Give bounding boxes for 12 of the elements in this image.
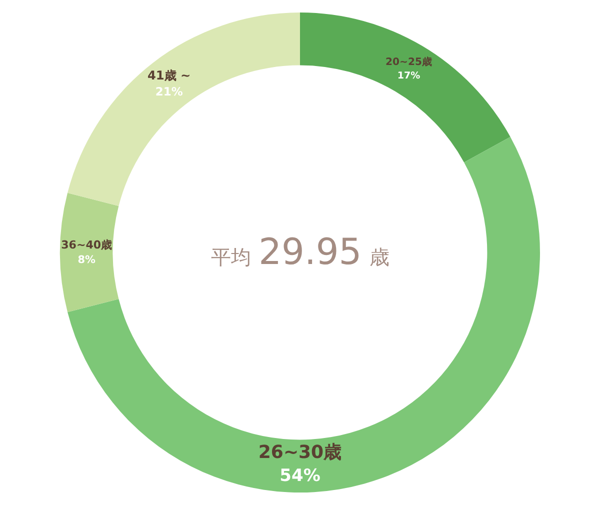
slice-label: 36~40歳: [61, 238, 112, 252]
slice-label: 41歳 ~: [147, 68, 191, 83]
data-label: 21%: [155, 84, 184, 98]
data-label: 54%: [280, 466, 320, 486]
donut-slice: [68, 12, 300, 206]
text: 平均 29.95 歳: [211, 232, 390, 273]
slice-label: 20~25歳: [386, 56, 432, 68]
donut-slice: [60, 192, 119, 312]
slice-label: 26~30歳: [258, 442, 342, 463]
data-label: 17%: [397, 70, 421, 82]
donut-slice: [300, 12, 510, 162]
data-label: 8%: [78, 254, 96, 266]
